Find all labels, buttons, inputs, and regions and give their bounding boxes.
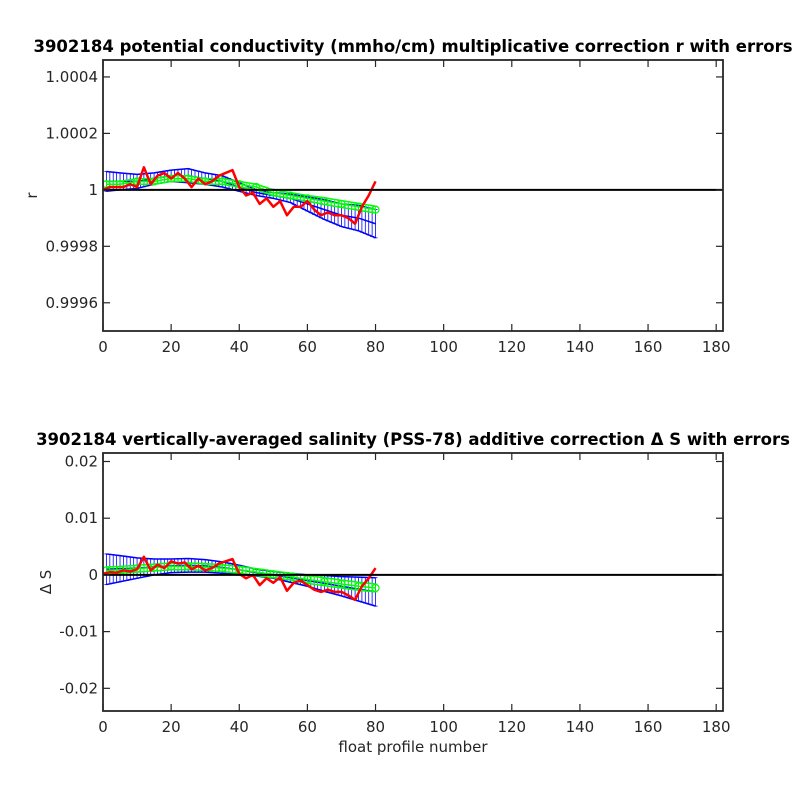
- x-tick-label: 180: [702, 718, 731, 736]
- error-lower-envelope: [106, 571, 376, 607]
- y-tick-label: 0.01: [65, 509, 98, 527]
- y-tick-label: 1: [88, 181, 98, 199]
- chart-title: 3902184 potential conductivity (mmho/cm)…: [33, 37, 792, 56]
- data-point: [184, 562, 193, 571]
- x-tick-label: 160: [634, 338, 663, 356]
- data-point: [167, 174, 176, 183]
- y-tick-label: -0.02: [59, 679, 98, 697]
- x-tick-label: 80: [366, 338, 385, 356]
- plot-area: [103, 553, 723, 607]
- y-tick-label: 0: [88, 566, 98, 584]
- series-line: [103, 166, 377, 225]
- x-tick-label: 180: [702, 338, 731, 356]
- data-point: [218, 177, 227, 186]
- data-point: [132, 564, 142, 573]
- x-tick-label: 60: [298, 718, 317, 736]
- y-axis-label: Δ S: [37, 570, 55, 595]
- axes-box: [102, 59, 724, 332]
- chart-title: 3902184 vertically-averaged salinity (PS…: [36, 430, 790, 449]
- data-point: [371, 583, 380, 593]
- data-point: [303, 575, 312, 584]
- x-tick-label: 140: [566, 338, 595, 356]
- y-tick-label: 1.0004: [46, 68, 99, 86]
- data-point: [371, 205, 380, 214]
- x-tick-label: 0: [98, 338, 108, 356]
- x-tick-label: 40: [230, 338, 249, 356]
- data-point: [320, 577, 329, 586]
- x-axis-label: float profile number: [338, 738, 488, 756]
- x-tick-label: 120: [497, 338, 526, 356]
- series-profile_values: [103, 555, 377, 602]
- x-tick-label: 20: [162, 338, 181, 356]
- x-tick-label: 100: [429, 718, 458, 736]
- data-point: [286, 191, 295, 200]
- y-tick-label: 1.0002: [46, 124, 99, 142]
- x-tick-label: 20: [162, 718, 181, 736]
- series-profile_values: [103, 166, 377, 225]
- y-tick-label: 0.9996: [46, 294, 99, 312]
- data-point: [337, 199, 346, 209]
- x-tick-label: 0: [98, 718, 108, 736]
- x-tick-label: 160: [634, 718, 663, 736]
- chart-panel-1: 3902184 potential conductivity (mmho/cm)…: [23, 37, 793, 356]
- series-line: [103, 555, 377, 602]
- axes-box: [102, 452, 724, 712]
- chart-panel-2: 3902184 vertically-averaged salinity (PS…: [36, 430, 790, 756]
- data-point: [337, 579, 346, 589]
- x-tick-label: 80: [366, 718, 385, 736]
- series-mid_fit_with_errorbars: [103, 174, 380, 214]
- y-axis-label: r: [23, 192, 41, 199]
- x-tick-label: 140: [566, 718, 595, 736]
- data-point: [320, 197, 329, 206]
- x-tick-label: 100: [429, 338, 458, 356]
- y-tick-label: -0.01: [59, 623, 98, 641]
- y-tick-label: 0.9998: [46, 237, 99, 255]
- data-point: [218, 564, 227, 573]
- x-tick-label: 120: [497, 718, 526, 736]
- y-tick-label: 0.02: [65, 453, 98, 471]
- x-tick-label: 40: [230, 718, 249, 736]
- x-tick-label: 60: [298, 338, 317, 356]
- plot-area: [103, 166, 723, 239]
- data-point: [286, 572, 295, 581]
